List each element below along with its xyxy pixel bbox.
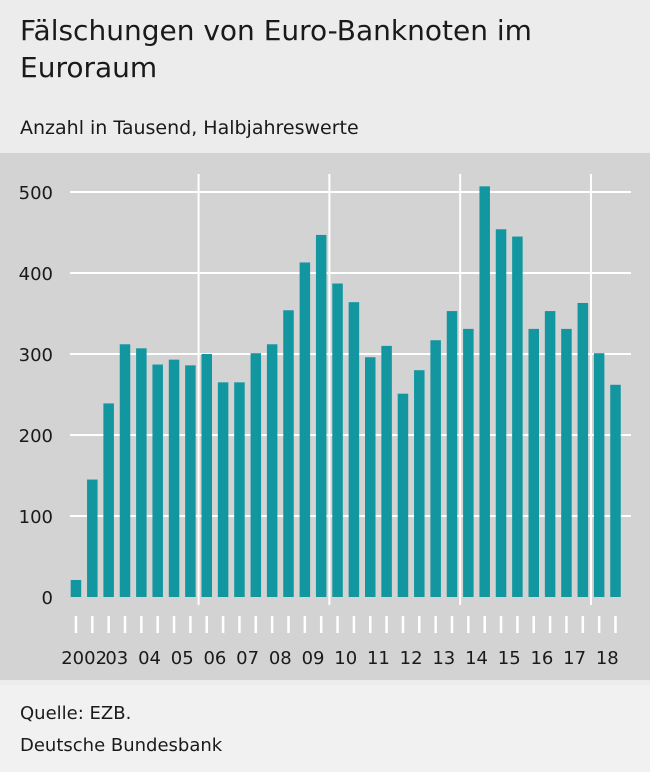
x-tick-label: 15 <box>498 648 521 669</box>
x-tick-label: 09 <box>302 648 325 669</box>
bar-2011-h1 <box>365 357 376 597</box>
organization-name: Deutsche Bundesbank <box>20 735 223 756</box>
bar-2010-h2 <box>348 302 360 597</box>
x-tick-label: 2002 <box>61 648 107 669</box>
bar-2004-h1 <box>136 348 147 597</box>
bar-2018-h1 <box>593 353 605 597</box>
bar-2007-h2 <box>250 353 262 597</box>
bar-2009-h1 <box>299 262 311 597</box>
chart-title: Fälschungen von Euro-Banknoten im Eurora… <box>20 14 532 84</box>
bar-2016-h1 <box>528 328 539 597</box>
bar-2008-h1 <box>266 344 278 597</box>
bar-2004-h2 <box>152 364 163 597</box>
bar-2005-h1 <box>168 359 180 597</box>
y-tick-label: 0 <box>42 588 53 609</box>
bar-2014-h2 <box>479 186 490 597</box>
footer <box>0 685 650 772</box>
x-tick-label: 14 <box>465 648 488 669</box>
bar-2008-h2 <box>283 310 294 597</box>
x-tick-label: 16 <box>530 648 553 669</box>
chart-panel: 0 100 200 300 400 500 2002 03 04 05 06 07 08 09 10 11 12… <box>0 153 650 680</box>
bar-2007-h1 <box>234 382 245 597</box>
x-tick-label: 04 <box>138 648 161 669</box>
y-tick-label: 500 <box>19 183 53 204</box>
x-tick-label: 17 <box>563 648 586 669</box>
y-tick-label: 100 <box>19 507 53 528</box>
bar-2010-h1 <box>332 283 343 597</box>
bar-2015-h1 <box>495 229 507 597</box>
bar-2018-h2 <box>610 384 621 597</box>
y-tick-label: 200 <box>19 426 53 447</box>
bar-2002-h1 <box>70 579 82 597</box>
x-tick-label: 10 <box>334 648 357 669</box>
bar-2016-h2 <box>544 311 556 597</box>
x-tick-label: 06 <box>203 648 226 669</box>
bar-2003-h2 <box>119 344 131 597</box>
bar-2003-h1 <box>103 403 114 597</box>
bar-2009-h2 <box>315 234 327 597</box>
bar-2011-h2 <box>381 345 392 597</box>
bar-2006-h2 <box>217 382 229 597</box>
bar-2015-h2 <box>512 236 523 598</box>
x-tick-label: 05 <box>171 648 194 669</box>
bar-2006-h1 <box>201 354 212 597</box>
chart-subtitle: Anzahl in Tausend, Halbjahreswerte <box>20 117 359 139</box>
y-tick-label: 400 <box>19 264 53 285</box>
bar-2017-h2 <box>577 302 589 597</box>
bar-2013-h1 <box>430 340 441 597</box>
bar-2012-h2 <box>414 370 425 597</box>
source-note: Quelle: EZB. <box>20 703 132 724</box>
bar-2005-h2 <box>185 365 196 597</box>
bar-2013-h2 <box>446 311 458 597</box>
x-tick-label: 11 <box>367 648 390 669</box>
bar-2014-h1 <box>463 328 474 597</box>
y-tick-label: 300 <box>19 345 53 366</box>
x-tick-label: 08 <box>269 648 292 669</box>
x-tick-label: 07 <box>236 648 259 669</box>
x-tick-label: 13 <box>432 648 455 669</box>
x-tick-label: 18 <box>596 648 619 669</box>
bar-2002-h2 <box>87 479 98 597</box>
bar-2012-h1 <box>397 393 409 597</box>
x-tick-label: 03 <box>105 648 128 669</box>
x-tick-label: 12 <box>400 648 423 669</box>
bar-2017-h1 <box>561 328 572 597</box>
